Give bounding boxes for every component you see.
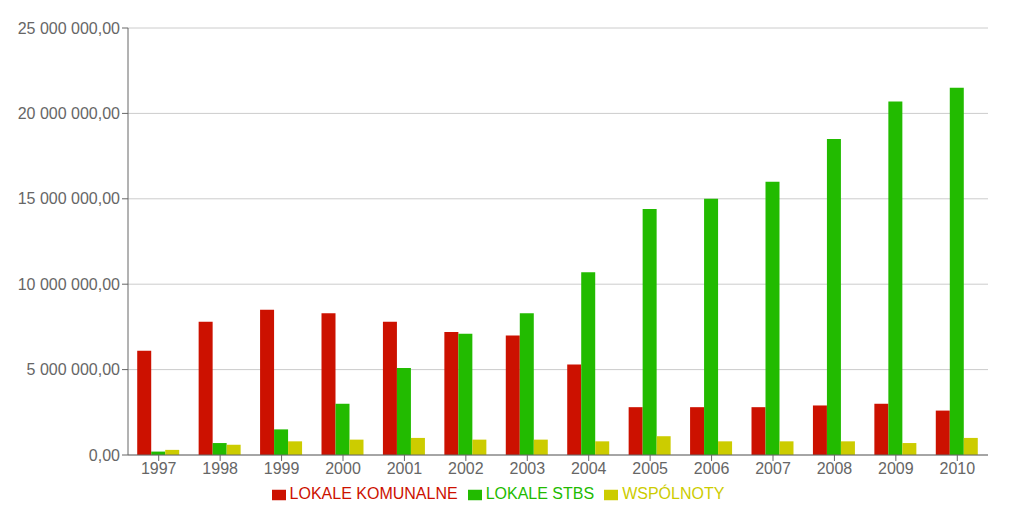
svg-text:1998: 1998	[202, 460, 238, 477]
svg-text:15 000 000,00: 15 000 000,00	[18, 190, 120, 207]
svg-text:2005: 2005	[632, 460, 668, 477]
svg-text:2009: 2009	[878, 460, 914, 477]
html-text:LOKALE STBS: LOKALE STBS	[485, 485, 595, 502]
svg-text:2006: 2006	[694, 460, 730, 477]
svg-text:2002: 2002	[448, 460, 484, 477]
svg-text:2008: 2008	[817, 460, 853, 477]
svg-text:2010: 2010	[939, 460, 975, 477]
svg-text:10 000 000,00: 10 000 000,00	[18, 276, 120, 293]
svg-text:2004: 2004	[571, 460, 607, 477]
svg-text:5 000 000,00: 5 000 000,00	[27, 361, 121, 378]
svg-text:20 000 000,00: 20 000 000,00	[18, 105, 120, 122]
svg-text:2007: 2007	[755, 460, 791, 477]
svg-text:25 000 000,00: 25 000 000,00	[18, 20, 120, 37]
svg-text:2001: 2001	[387, 460, 423, 477]
svg-text:2000: 2000	[325, 460, 361, 477]
svg-text:1999: 1999	[264, 460, 300, 477]
html-text:WSPÓLNOTY: WSPÓLNOTY	[622, 485, 725, 502]
svg-text:1997: 1997	[141, 460, 177, 477]
svg-text:2003: 2003	[509, 460, 545, 477]
html-text:LOKALE KOMUNALNE: LOKALE KOMUNALNE	[289, 485, 458, 502]
svg-text:0,00: 0,00	[89, 447, 120, 464]
